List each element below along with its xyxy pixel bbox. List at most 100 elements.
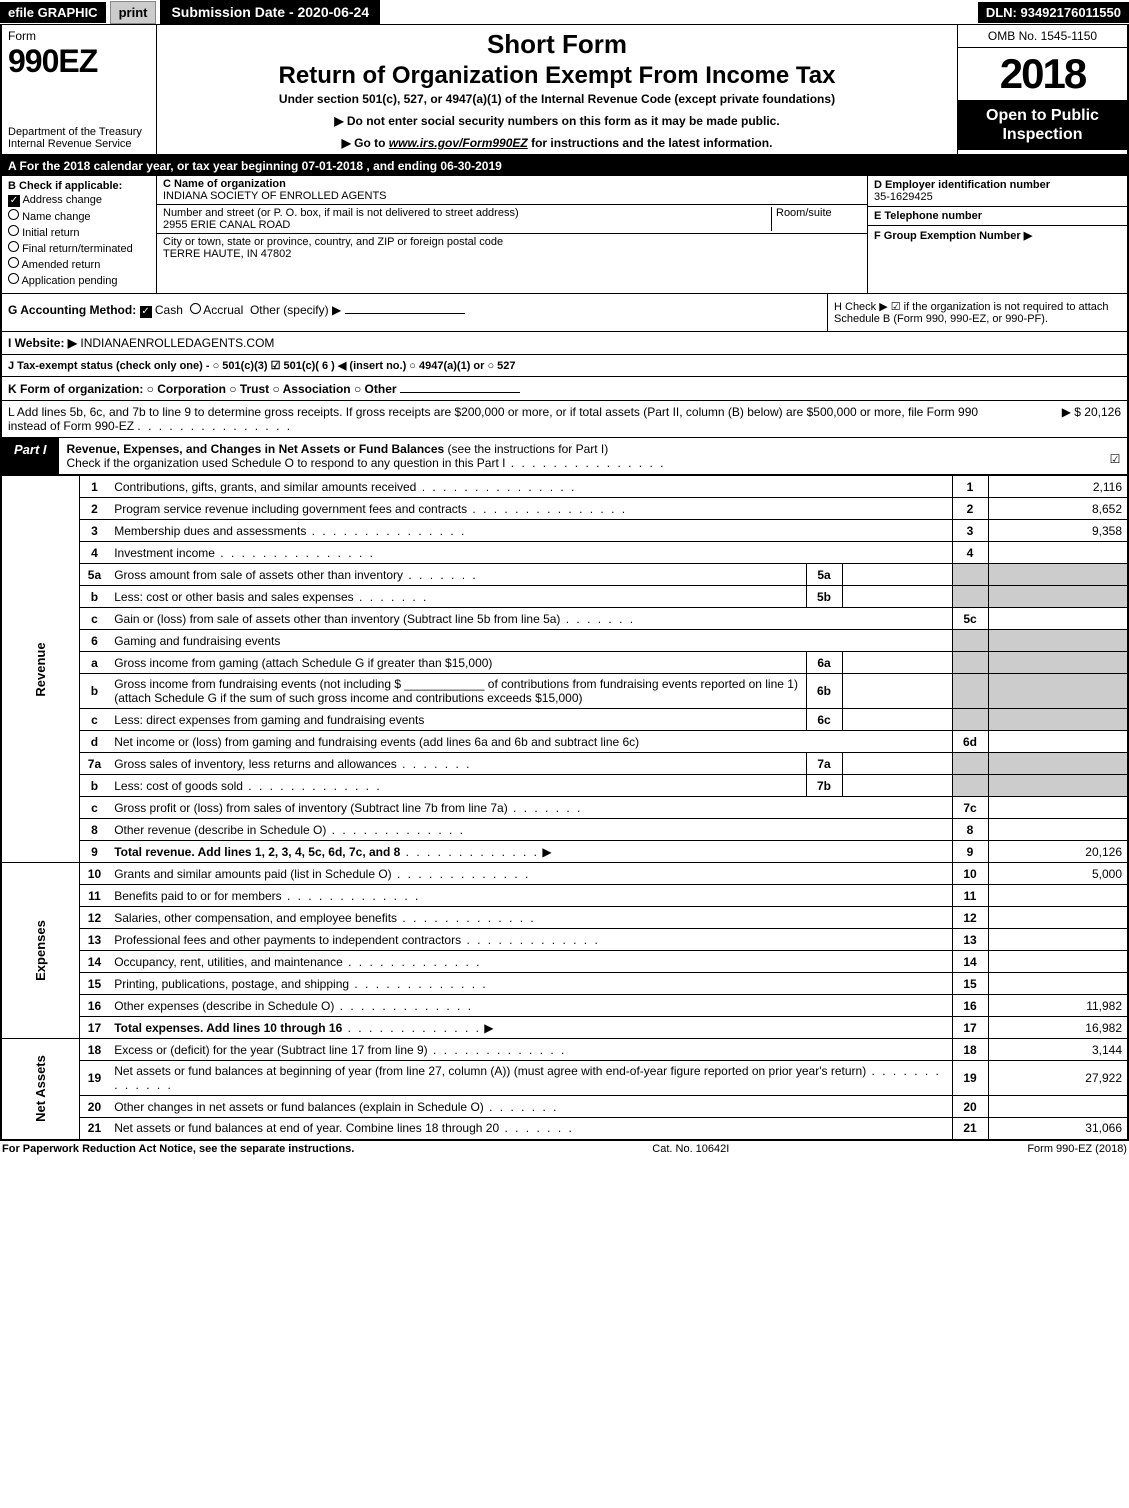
- part-i-title-suffix: (see the instructions for Part I): [444, 442, 608, 456]
- amount-value: [988, 608, 1128, 630]
- g-other: Other (specify) ▶: [250, 303, 341, 317]
- line-number: b: [79, 586, 109, 608]
- print-button[interactable]: print: [110, 1, 157, 24]
- line-desc: Total expenses. Add lines 10 through 16: [109, 1017, 952, 1039]
- table-row: Revenue1Contributions, gifts, grants, an…: [1, 476, 1128, 498]
- line-desc: Contributions, gifts, grants, and simila…: [109, 476, 952, 498]
- table-row: 3Membership dues and assessments39,358: [1, 520, 1128, 542]
- footer-left: For Paperwork Reduction Act Notice, see …: [2, 1143, 354, 1155]
- ref-cell-shaded: [952, 709, 988, 731]
- ref-number: 1: [952, 476, 988, 498]
- ref-number: 10: [952, 863, 988, 885]
- instr2-prefix: ▶ Go to: [342, 136, 389, 150]
- line-desc: Net assets or fund balances at beginning…: [109, 1061, 952, 1096]
- amount-value: [988, 731, 1128, 753]
- dln-label: DLN: 93492176011550: [978, 2, 1129, 23]
- line-number: 9: [79, 841, 109, 863]
- line-number: 13: [79, 929, 109, 951]
- line-number: c: [79, 709, 109, 731]
- instr2-suffix: for instructions and the latest informat…: [528, 136, 773, 150]
- line-number: b: [79, 775, 109, 797]
- amount-cell-shaded: [988, 709, 1128, 731]
- city-value: TERRE HAUTE, IN 47802: [163, 248, 861, 260]
- line-desc: Professional fees and other payments to …: [109, 929, 952, 951]
- line-desc: Gain or (loss) from sale of assets other…: [109, 608, 952, 630]
- amount-value: 3,144: [988, 1039, 1128, 1061]
- ref-number: 7c: [952, 797, 988, 819]
- j-text: J Tax-exempt status (check only one) - ○…: [8, 360, 516, 372]
- line-desc: Less: direct expenses from gaming and fu…: [109, 709, 806, 731]
- entity-city-row: City or town, state or province, country…: [157, 234, 867, 262]
- header-left: Form 990EZ Department of the Treasury In…: [2, 25, 157, 154]
- line-number: 7a: [79, 753, 109, 775]
- sub-line-number: 7b: [806, 775, 842, 797]
- amount-value: [988, 973, 1128, 995]
- ref-number: 9: [952, 841, 988, 863]
- line-number: c: [79, 608, 109, 630]
- unchecked-icon: [8, 209, 19, 220]
- line-number: 18: [79, 1039, 109, 1061]
- header-right: OMB No. 1545-1150 2018 Open to Public In…: [957, 25, 1127, 154]
- d-label: D Employer identification number: [874, 179, 1121, 191]
- period-mid: , and ending: [366, 159, 440, 173]
- sub-line-value: [842, 652, 952, 674]
- entity-street-row: Number and street (or P. O. box, if mail…: [157, 205, 867, 234]
- table-row: 8Other revenue (describe in Schedule O)8: [1, 819, 1128, 841]
- table-row: 2Program service revenue including gover…: [1, 498, 1128, 520]
- amount-value: [988, 929, 1128, 951]
- line-number: 19: [79, 1061, 109, 1096]
- section-b: B Check if applicable: ✓ Address change …: [2, 176, 157, 293]
- checkbox-item: Name change: [8, 209, 150, 223]
- sub-line-value: [842, 564, 952, 586]
- line-number: 4: [79, 542, 109, 564]
- checkbox-label: Initial return: [22, 227, 79, 239]
- f-label: F Group Exemption Number ▶: [874, 229, 1121, 242]
- table-row: Net Assets18Excess or (deficit) for the …: [1, 1039, 1128, 1061]
- sub-line-number: 5a: [806, 564, 842, 586]
- i-line: I Website: ▶ INDIANAENROLLEDAGENTS.COM: [0, 332, 1129, 355]
- line-number: 2: [79, 498, 109, 520]
- entity-right: D Employer identification number 35-1629…: [867, 176, 1127, 293]
- sub-line-value: [842, 674, 952, 709]
- table-row: 13Professional fees and other payments t…: [1, 929, 1128, 951]
- checkbox-label: Name change: [22, 211, 91, 223]
- irs-link[interactable]: www.irs.gov/Form990EZ: [389, 136, 528, 150]
- ref-cell-shaded: [952, 753, 988, 775]
- l-text: L Add lines 5b, 6c, and 7b to line 9 to …: [8, 405, 981, 433]
- gh-row: G Accounting Method: ✓ Cash Accrual Othe…: [0, 294, 1129, 332]
- line-number: 1: [79, 476, 109, 498]
- table-row: 5aGross amount from sale of assets other…: [1, 564, 1128, 586]
- amount-cell-shaded: [988, 674, 1128, 709]
- sub-line-number: 6b: [806, 674, 842, 709]
- subtitle: Under section 501(c), 527, or 4947(a)(1)…: [165, 92, 949, 106]
- checkbox-label: Amended return: [21, 259, 100, 271]
- line-desc: Total revenue. Add lines 1, 2, 3, 4, 5c,…: [109, 841, 952, 863]
- table-row: 15Printing, publications, postage, and s…: [1, 973, 1128, 995]
- line-number: 6: [79, 630, 109, 652]
- j-line: J Tax-exempt status (check only one) - ○…: [0, 355, 1129, 377]
- line-number: 14: [79, 951, 109, 973]
- checkbox-item: Amended return: [8, 257, 150, 271]
- line-desc: Net assets or fund balances at end of ye…: [109, 1118, 952, 1140]
- table-row: 20Other changes in net assets or fund ba…: [1, 1096, 1128, 1118]
- line-desc: Salaries, other compensation, and employ…: [109, 907, 952, 929]
- table-row: bLess: cost or other basis and sales exp…: [1, 586, 1128, 608]
- amount-cell-shaded: [988, 753, 1128, 775]
- line-desc: Grants and similar amounts paid (list in…: [109, 863, 952, 885]
- phone-cell: E Telephone number: [868, 207, 1127, 226]
- line-desc: Gaming and fundraising events: [109, 630, 952, 652]
- amount-value: 31,066: [988, 1118, 1128, 1140]
- ref-number: 19: [952, 1061, 988, 1096]
- table-row: 21Net assets or fund balances at end of …: [1, 1118, 1128, 1140]
- sub-line-value: [842, 586, 952, 608]
- ref-number: 15: [952, 973, 988, 995]
- open-public-badge: Open to Public Inspection: [958, 100, 1127, 150]
- line-number: 21: [79, 1118, 109, 1140]
- table-row: cGain or (loss) from sale of assets othe…: [1, 608, 1128, 630]
- line-desc: Membership dues and assessments: [109, 520, 952, 542]
- amount-value: [988, 819, 1128, 841]
- part-i-table: Revenue1Contributions, gifts, grants, an…: [0, 475, 1129, 1141]
- part-i-title-bold: Revenue, Expenses, and Changes in Net As…: [67, 442, 445, 456]
- accrual-checkbox-icon: [190, 303, 201, 314]
- ein-value: 35-1629425: [874, 191, 1121, 203]
